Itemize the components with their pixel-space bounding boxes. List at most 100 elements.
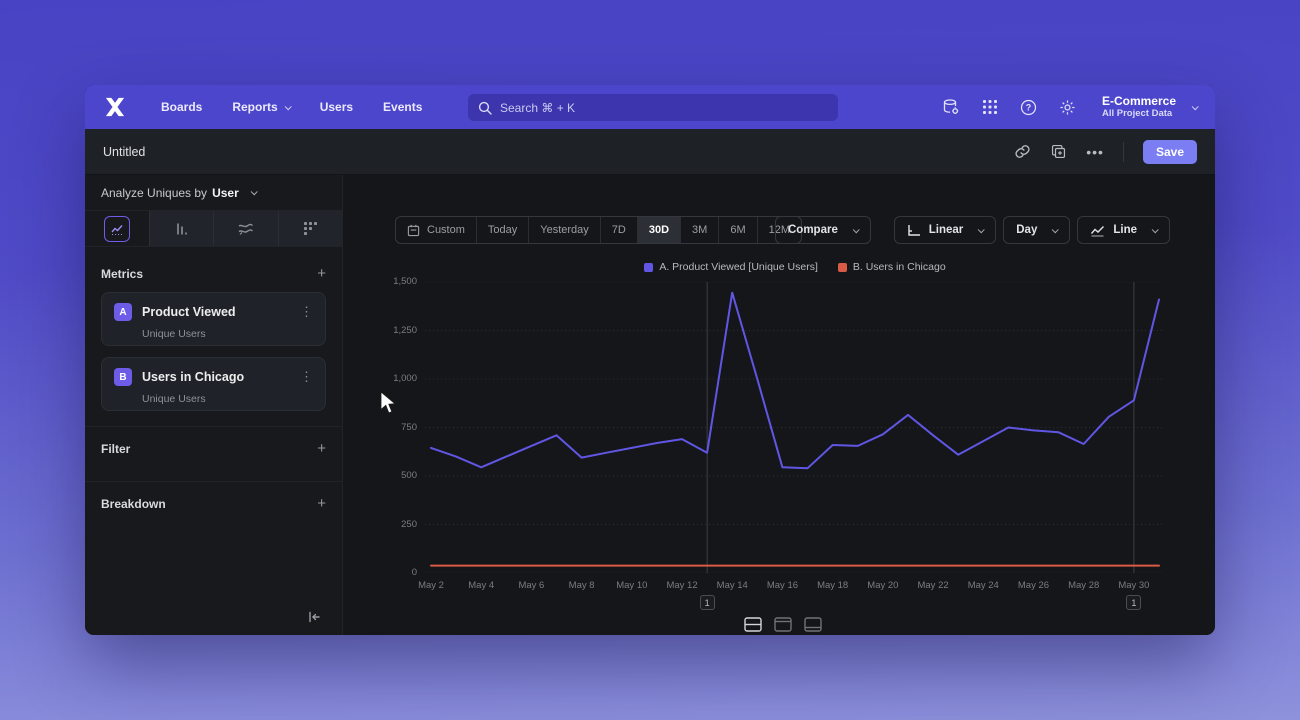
project-selector[interactable]: E-Commerce All Project Data — [1101, 94, 1199, 120]
metric-name: Product Viewed — [142, 305, 236, 319]
x-axis-label: May 26 — [1017, 580, 1050, 591]
chart-type-tabs — [85, 211, 342, 247]
x-axis-label: May 6 — [518, 580, 545, 591]
apps-grid-icon[interactable] — [981, 98, 999, 116]
chevron-down-icon — [1052, 225, 1060, 233]
chart-panel: Custom Today Yesterday 7D 30D 3M 6M 12M Compare… — [343, 175, 1215, 635]
date-range-label: 3M — [692, 224, 708, 236]
chevron-down-icon — [1191, 102, 1199, 110]
compare-button[interactable]: Compare — [775, 216, 871, 244]
breakdown-section: Breakdown + — [85, 481, 342, 536]
chevron-down-icon — [250, 188, 258, 196]
metrics-title: Metrics — [101, 267, 144, 281]
line-chart[interactable] — [425, 282, 1165, 573]
more-options-icon[interactable]: ••• — [1086, 143, 1104, 160]
y-axis-label: 1,250 — [393, 324, 417, 336]
save-button[interactable]: Save — [1142, 139, 1197, 164]
chevron-down-icon — [284, 102, 292, 110]
chart-type-button[interactable]: Line — [1077, 216, 1170, 244]
analyze-label: Analyze Uniques by — [101, 185, 208, 200]
collapse-sidebar-icon[interactable] — [306, 609, 322, 625]
nav-right-group: ? E-Commerce All Project Data — [942, 94, 1199, 120]
legend-item[interactable]: A. Product Viewed [Unique Users] — [644, 261, 818, 273]
add-metric-button[interactable]: + — [317, 265, 326, 282]
nav-item-users[interactable]: Users — [319, 100, 354, 114]
metric-card-a[interactable]: A Product Viewed ⋮ Unique Users — [101, 292, 326, 346]
metric-card-row: B Users in Chicago ⋮ — [114, 368, 313, 386]
legend-swatch — [837, 262, 847, 272]
divider — [1122, 141, 1124, 162]
date-range-label: Yesterday — [540, 224, 589, 236]
x-axis-label: May 14 — [716, 580, 748, 591]
filter-section: Filter + — [85, 426, 342, 481]
x-axis-label: May 4 — [468, 580, 495, 591]
nav-item-reports[interactable]: Reports — [232, 100, 292, 114]
mixpanel-logo-icon[interactable] — [103, 96, 127, 118]
date-range-3m[interactable]: 3M — [680, 217, 718, 243]
y-axis-label: 1,000 — [393, 373, 417, 384]
nav-item-events[interactable]: Events — [383, 100, 423, 114]
tab-line-chart[interactable] — [85, 211, 149, 246]
nav-item-boards[interactable]: Boards — [161, 100, 203, 114]
tab-bar-chart[interactable] — [148, 211, 213, 246]
tab-funnel-dots[interactable] — [277, 211, 342, 246]
x-axis-label: May 8 — [568, 580, 595, 591]
chevron-down-icon — [1151, 225, 1159, 233]
date-range-6m[interactable]: 6M — [718, 217, 756, 243]
chart-legend: A. Product Viewed [Unique Users] B. Users… — [425, 261, 1165, 273]
interval-button[interactable]: Day — [1003, 216, 1071, 244]
kebab-menu-icon[interactable]: ⋮ — [300, 369, 313, 384]
scale-button[interactable]: Linear — [893, 216, 997, 244]
date-range-12m[interactable]: 12M — [756, 217, 801, 243]
date-range-30d[interactable]: 30D — [636, 217, 681, 243]
annotation-badge[interactable]: 1 — [699, 595, 715, 610]
data-management-icon[interactable] — [942, 98, 960, 116]
calendar-icon — [407, 224, 420, 236]
annotation-badge[interactable]: 1 — [1126, 595, 1142, 610]
project-subtitle: All Project Data — [1101, 107, 1173, 119]
breakdown-title: Breakdown — [101, 497, 166, 511]
top-nav: Boards Reports Users Events Search ⌘ + K ? … — [85, 85, 1215, 129]
analyze-value-dropdown[interactable]: User — [212, 185, 239, 200]
metric-card-row: A Product Viewed ⋮ — [114, 303, 313, 321]
chevron-down-icon — [852, 225, 860, 233]
analyze-row: Analyze Uniques by User — [85, 175, 342, 211]
mouse-cursor — [380, 391, 397, 414]
bar-chart-icon — [177, 223, 188, 234]
help-icon[interactable]: ? — [1020, 98, 1038, 116]
date-range-label: 6M — [730, 224, 746, 236]
app-window: Boards Reports Users Events Search ⌘ + K ? … — [85, 85, 1215, 635]
search-input[interactable]: Search ⌘ + K — [468, 94, 838, 121]
svg-text:?: ? — [1026, 102, 1031, 112]
chevron-down-icon — [977, 225, 985, 233]
split-rows-icon[interactable] — [744, 617, 762, 632]
date-range-label: Today — [487, 224, 518, 236]
share-link-icon[interactable] — [1014, 143, 1031, 160]
metric-card-b[interactable]: B Users in Chicago ⋮ Unique Users — [101, 357, 326, 411]
tab-flow[interactable] — [213, 211, 278, 246]
date-range-custom[interactable]: Custom — [396, 217, 476, 243]
x-axis-label: May 22 — [917, 580, 949, 591]
date-range-yesterday[interactable]: Yesterday — [528, 217, 600, 243]
panel-top-icon[interactable] — [774, 617, 792, 632]
date-range-today[interactable]: Today — [475, 217, 528, 243]
legend-label: B. Users in Chicago — [852, 261, 946, 273]
date-range-7d[interactable]: 7D — [599, 217, 637, 243]
legend-item[interactable]: B. Users in Chicago — [837, 261, 946, 273]
line-chart-icon — [1091, 225, 1105, 237]
y-axis-label: 750 — [401, 421, 417, 433]
settings-gear-icon[interactable] — [1059, 98, 1077, 116]
y-axis-label: 250 — [401, 518, 417, 530]
metric-subtitle: Unique Users — [142, 328, 206, 340]
y-axis-label: 1,500 — [393, 276, 417, 287]
duplicate-icon[interactable] — [1050, 143, 1067, 160]
x-axis-label: May 18 — [817, 580, 849, 591]
kebab-menu-icon[interactable]: ⋮ — [300, 304, 313, 319]
metric-badge: A — [114, 303, 132, 321]
add-filter-button[interactable]: + — [317, 440, 326, 457]
x-axis-label: May 20 — [867, 580, 899, 591]
view-layout-toggles — [744, 617, 822, 632]
panel-bottom-icon[interactable] — [804, 617, 822, 632]
add-breakdown-button[interactable]: + — [317, 495, 326, 512]
report-title[interactable]: Untitled — [103, 144, 146, 159]
